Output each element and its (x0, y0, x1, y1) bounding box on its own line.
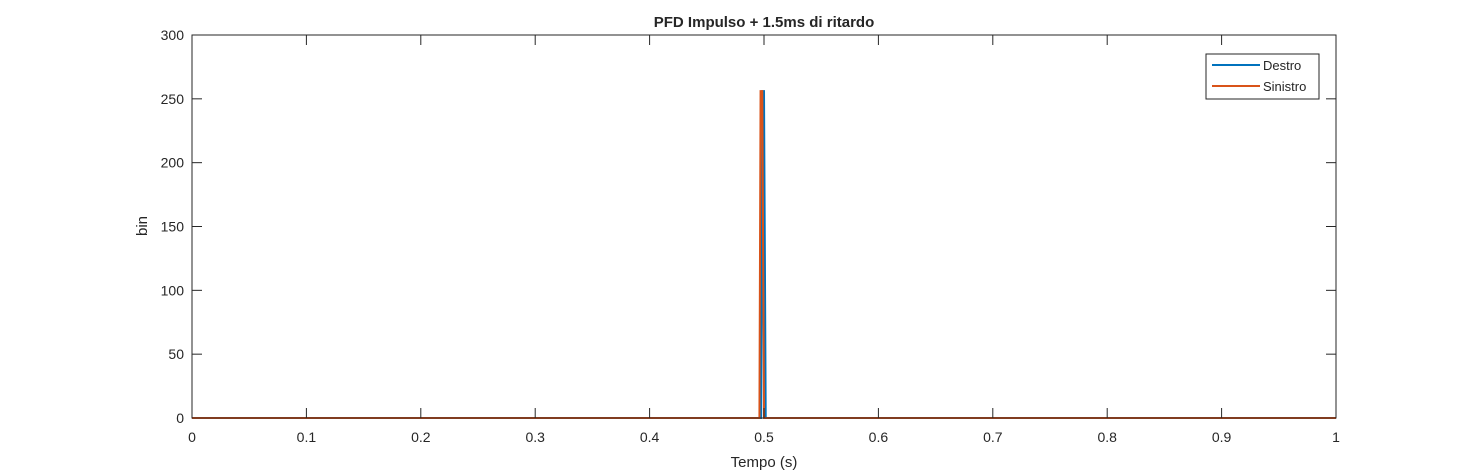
legend-label-destro: Destro (1263, 58, 1301, 73)
x-tick-label: 0.6 (869, 429, 889, 445)
x-tick-label: 0.5 (754, 429, 774, 445)
y-tick-label: 50 (168, 346, 184, 362)
y-tick-label: 100 (161, 282, 185, 298)
x-tick-label: 0.3 (525, 429, 545, 445)
legend: Destro Sinistro (1205, 53, 1320, 100)
x-tick-label: 0.7 (983, 429, 1003, 445)
y-tick-label: 0 (176, 410, 184, 426)
y-tick-label: 200 (161, 155, 185, 171)
y-axis-label: bin (134, 216, 151, 236)
x-axis-ticks: 0 0.1 0.2 0.3 0.4 0.5 0.6 0.7 0.8 0.9 1 (188, 35, 1340, 445)
x-tick-label: 1 (1332, 429, 1340, 445)
y-tick-label: 300 (161, 27, 185, 43)
x-tick-label: 0.4 (640, 429, 660, 445)
x-tick-label: 0.8 (1097, 429, 1117, 445)
x-axis-label: Tempo (s) (731, 454, 798, 471)
y-axis-ticks: 0 50 100 150 200 250 300 (161, 27, 1336, 426)
x-tick-label: 0.9 (1212, 429, 1232, 445)
legend-label-sinistro: Sinistro (1263, 79, 1306, 94)
x-tick-label: 0 (188, 429, 196, 445)
chart-title: PFD Impulso + 1.5ms di ritardo (654, 14, 874, 31)
x-tick-label: 0.1 (297, 429, 317, 445)
x-tick-label: 0.2 (411, 429, 431, 445)
legend-box (1205, 53, 1320, 100)
y-tick-label: 250 (161, 91, 185, 107)
y-tick-label: 150 (161, 219, 185, 235)
